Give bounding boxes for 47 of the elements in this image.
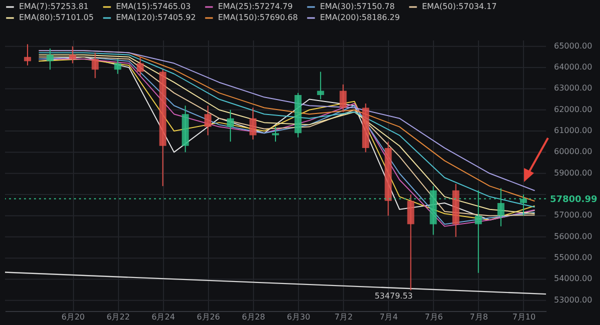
legend-label: EMA(150):57690.68 <box>218 13 298 22</box>
y-tick-label: 62000.00 <box>554 104 592 114</box>
legend-label: EMA(7):57253.81 <box>19 2 89 11</box>
x-tick-label: 6月28 <box>242 312 266 322</box>
y-tick-label: 61000.00 <box>554 126 592 136</box>
candlestick <box>114 58 122 74</box>
annotation: 53479.53 <box>374 291 413 300</box>
y-tick-label: 59000.00 <box>554 168 592 178</box>
candlestick <box>46 48 54 70</box>
candlestick <box>204 105 212 136</box>
y-tick-label: 65000.00 <box>554 41 592 50</box>
x-tick-label: 7月10 <box>512 312 536 322</box>
candlestick <box>69 46 76 64</box>
x-tick-label: 7月8 <box>470 312 488 322</box>
y-tick-label: 63000.00 <box>554 84 592 93</box>
y-tick-label: 54000.00 <box>554 274 592 284</box>
x-tick-label: 7月4 <box>380 312 398 322</box>
candlestick <box>136 56 144 76</box>
x-tick-label: 6月26 <box>196 312 220 322</box>
ref-line-label: 57800.99 <box>550 194 598 205</box>
candlestick <box>249 107 256 140</box>
candlestick <box>24 44 32 66</box>
y-tick-label: 60000.00 <box>554 147 592 156</box>
legend-label: EMA(30):57150.78 <box>320 2 395 11</box>
x-tick-label: 6月30 <box>286 312 310 322</box>
candlestick <box>226 109 234 142</box>
legend-label: EMA(200):58186.29 <box>320 13 400 22</box>
candlestick <box>92 52 99 79</box>
legend-label: EMA(15):57465.03 <box>116 2 191 11</box>
y-tick-label: 53000.00 <box>554 295 592 304</box>
x-tick-label: 7月2 <box>334 312 353 322</box>
legend-label: EMA(80):57101.05 <box>19 13 94 22</box>
x-tick-label: 6月20 <box>61 312 85 322</box>
candlestick <box>317 71 324 100</box>
candlestick <box>272 126 279 142</box>
candlestick <box>340 84 347 112</box>
y-tick-label: 55000.00 <box>554 253 592 262</box>
x-tick-label: 7月6 <box>424 312 443 322</box>
legend-label: EMA(50):57034.17 <box>422 2 497 11</box>
x-tick-label: 6月22 <box>106 312 130 322</box>
y-tick-label: 64000.00 <box>554 62 592 72</box>
x-tick-label: 6月24 <box>152 312 175 322</box>
legend-label: EMA(120):57405.92 <box>116 13 196 22</box>
candlestick <box>407 194 414 291</box>
legend-label: EMA(25):57274.79 <box>218 2 293 11</box>
y-tick-label: 57000.00 <box>554 210 592 220</box>
y-tick-label: 56000.00 <box>554 232 592 241</box>
